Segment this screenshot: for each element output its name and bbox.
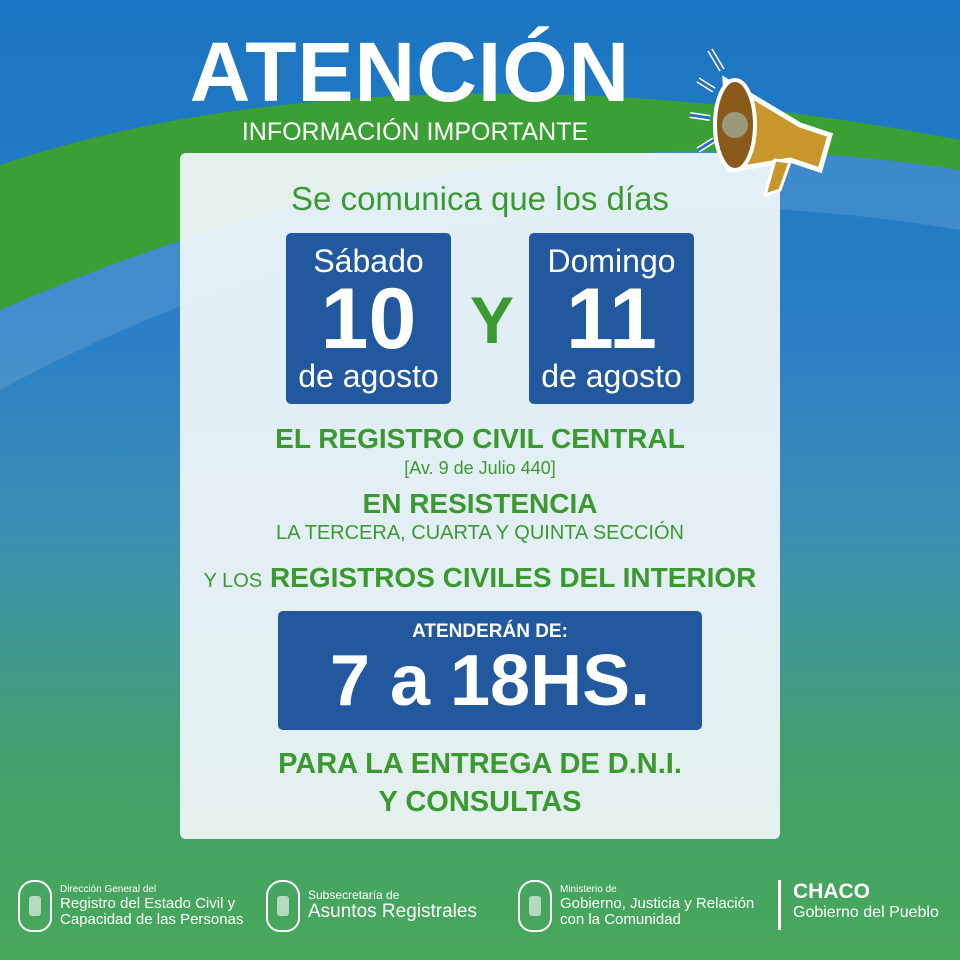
hours-value: 7 a 18HS. [329, 641, 651, 721]
logo-text: con la Comunidad [560, 911, 681, 928]
logo-text: Gobierno, Justicia y Relación [560, 895, 755, 912]
logo-text: Asuntos Registrales [308, 901, 477, 922]
day-month: de agosto [298, 358, 439, 394]
hours-label: ATENDERÁN DE: [412, 621, 568, 642]
registry-address: [Av. 9 de Julio 440] [404, 458, 556, 478]
logo-text: Registro del Estado Civil y [60, 895, 236, 912]
provincial-seal-icon [518, 880, 552, 932]
day-box-saturday: Sábado 10 de agosto [286, 233, 451, 404]
day-name: Sábado [313, 243, 424, 279]
hours-box: ATENDERÁN DE: 7 a 18HS. [278, 611, 702, 730]
registry-sections: LA TERCERA, CUARTA Y QUINTA SECCIÓN [276, 522, 684, 544]
logo-registro-civil: Dirección General del Registro del Estad… [18, 880, 243, 932]
purpose-text: PARA LA ENTREGA DE D.N.I. Y CONSULTAS [0, 745, 960, 821]
interior-text: REGISTROS CIVILES DEL INTERIOR [269, 562, 757, 593]
logo-asuntos-registrales: Subsecretaría de Asuntos Registrales [266, 880, 477, 932]
day-name: Domingo [547, 243, 676, 279]
purpose-line: Y CONSULTAS [378, 786, 582, 818]
logo-small-text: Ministerio de [560, 884, 617, 895]
brand-title: CHACO [793, 880, 870, 903]
provincial-seal-icon [18, 880, 52, 932]
intro-text: Se comunica que los días [291, 180, 669, 217]
logo-ministerio: Ministerio de Gobierno, Justicia y Relac… [518, 880, 754, 932]
brand-subtitle: Gobierno del Pueblo [793, 904, 939, 921]
page-title: ATENCIÓN [189, 25, 631, 119]
provincial-seal-icon [266, 880, 300, 932]
megaphone-icon [689, 48, 834, 198]
logo-small-text: Subsecretaría de [308, 888, 400, 902]
day-number: 10 [320, 271, 417, 367]
day-month: de agosto [541, 358, 682, 394]
conjunction: Y [470, 283, 515, 357]
day-number: 11 [566, 271, 657, 367]
registry-city: EN RESISTENCIA [362, 488, 598, 519]
day-box-sunday: Domingo 11 de agosto [529, 233, 694, 404]
logo-text: Capacidad de las Personas [60, 911, 244, 928]
logo-chaco: CHACO Gobierno del Pueblo [778, 880, 939, 930]
interior-prefix: Y LOS [203, 570, 263, 592]
logo-small-text: Dirección General del [60, 884, 157, 895]
page-subtitle: INFORMACIÓN IMPORTANTE [241, 118, 589, 146]
registry-name: EL REGISTRO CIVIL CENTRAL [275, 423, 685, 454]
purpose-line: PARA LA ENTREGA DE D.N.I. [278, 748, 682, 780]
interior-registries: Y LOS REGISTROS CIVILES DEL INTERIOR [0, 562, 960, 594]
